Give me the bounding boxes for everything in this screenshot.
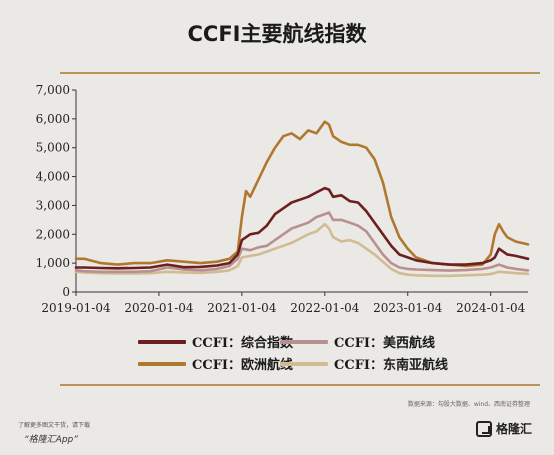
y-tick-label: 4,000 [36,170,70,184]
y-tick-label: 7,000 [36,83,70,97]
y-tick-label: 5,000 [36,141,70,155]
series-line-0 [74,186,530,270]
legend-label: CCFI：美西航线 [334,336,436,351]
series-layer [74,120,530,278]
series-line-2 [74,211,530,274]
footer-app-name: “格隆汇App” [24,435,78,445]
legend-swatch [138,339,186,344]
page-title: CCFI主要航线指数 [187,22,367,46]
x-tick-label: 2020-01-04 [124,301,194,315]
chart: 0 1,000 2,000 3,000 4,000 5,000 6,000 7,000 2019… [36,83,530,315]
axes: 0 1,000 2,000 3,000 4,000 5,000 6,000 7,000 2019… [36,83,528,315]
x-tick-label: 2024-01-04 [456,301,526,315]
y-tick-label: 6,000 [36,112,70,126]
legend-item-3: CCFI：东南亚航线 [280,354,448,373]
brand-name: 格隆汇 [495,422,532,436]
legend-swatch [280,339,328,344]
bottom-divider [60,384,540,386]
legend-label: CCFI：欧洲航线 [192,358,294,373]
legend-label: CCFI：综合指数 [192,336,294,351]
series-line-1 [74,120,530,268]
top-divider [60,72,540,74]
legend-item-2: CCFI：美西航线 [280,332,435,351]
footer-brand: 格隆汇 [475,420,532,437]
y-tick-label: 2,000 [36,227,70,241]
y-tick-label: 0 [62,285,70,299]
series-line-3 [74,222,530,278]
x-tick-label: 2023-01-04 [373,301,443,315]
brand-logo-icon [475,420,492,437]
x-tick-label: 2022-01-04 [290,301,360,315]
legend-swatch [280,361,328,366]
source-note: 数据来源：勾股大数据、wind、西南证券整理 [407,401,530,408]
x-tick-label: 2019-01-04 [41,301,111,315]
footer-tip: 了解更多图文干货，请下载 [18,422,91,429]
x-tick-label: 2021-01-04 [207,301,277,315]
legend-item-0: CCFI：综合指数 [138,332,293,351]
y-tick-label: 3,000 [36,198,70,212]
legend-label: CCFI：东南亚航线 [334,358,449,373]
legend-swatch [138,361,186,366]
legend-item-1: CCFI：欧洲航线 [138,354,293,373]
y-tick-label: 1,000 [36,256,70,270]
